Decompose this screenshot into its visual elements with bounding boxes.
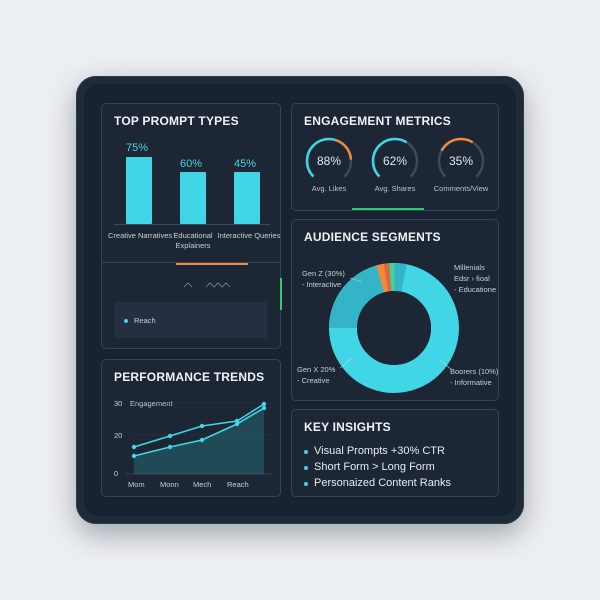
panel-title: KEY INSIGHTS xyxy=(304,420,391,434)
insights-panel: KEY INSIGHTS Visual Prompts +30% CTR Sho… xyxy=(291,409,499,497)
panel-divider xyxy=(102,262,280,263)
gauge-caption: Comments/View xyxy=(433,184,489,193)
scroll-indicator[interactable] xyxy=(280,278,282,310)
x-tick-label: Monn xyxy=(160,480,179,489)
bar-educational-explainers xyxy=(180,172,206,224)
bar-creative-narratives xyxy=(126,157,152,224)
gauge-avg-likes xyxy=(305,137,353,185)
bullet-dot xyxy=(304,482,308,486)
reach-legend-box: Reach xyxy=(114,302,267,338)
segment-leader-lines xyxy=(339,277,453,371)
gauge-value: 35% xyxy=(448,154,474,168)
reach-legend-dot xyxy=(124,319,128,323)
insight-item: Personaized Content Ranks xyxy=(314,477,451,489)
bullet-dot xyxy=(304,450,308,454)
insight-item: Visual Prompts +30% CTR xyxy=(314,445,445,457)
audience-donut-chart xyxy=(329,263,459,393)
dashboard-screen: TOP PROMPT TYPES 75% 60% 45% Creative Na… xyxy=(84,84,516,516)
x-tick-label: Mech xyxy=(193,480,212,489)
segment-label-millennials: Millenials Edsr › fioal - Educatione xyxy=(454,263,497,294)
y-tick-label: 30 xyxy=(114,399,123,408)
orange-indicator xyxy=(176,263,248,265)
bar-percent-label: 60% xyxy=(179,158,203,170)
gauge-caption: Avg. Shares xyxy=(374,184,416,193)
mini-sparkline xyxy=(183,282,231,288)
prompt-types-panel: TOP PROMPT TYPES 75% 60% 45% Creative Na… xyxy=(101,103,282,349)
gauge-caption: Avg. Likes xyxy=(311,184,347,193)
x-tick-label: Mom xyxy=(128,480,145,489)
bar-category-label: Explainers xyxy=(175,241,211,250)
panel-title: PERFORMANCE TRENDS xyxy=(114,370,265,384)
x-tick-label: Reach xyxy=(227,480,249,489)
gauge-value: 88% xyxy=(316,154,342,168)
bar-percent-label: 45% xyxy=(233,158,257,170)
bar-percent-label: 75% xyxy=(125,142,149,154)
bar-interactive-queries xyxy=(234,172,260,224)
segment-label-boomers: Boorers (10%) - Informative xyxy=(450,367,499,387)
segment-label-genx: Gen X 20% - Creative xyxy=(297,365,336,385)
bar-category-label: Creative Narratives xyxy=(108,231,173,240)
bar-category-label: Interactive Queries xyxy=(217,231,281,240)
trends-panel: PERFORMANCE TRENDS 30 20 0 Engagement Mo… xyxy=(101,359,281,497)
bullet-dot xyxy=(304,466,308,470)
gauge-avg-shares xyxy=(371,137,419,185)
audience-panel: AUDIENCE SEGMENTS Gen Z (30%) - Interact… xyxy=(291,219,499,401)
panel-title: AUDIENCE SEGMENTS xyxy=(304,230,441,244)
y-tick-label: 0 xyxy=(114,469,119,478)
y-tick-label: 20 xyxy=(114,431,123,440)
gauge-value: 62% xyxy=(382,154,408,168)
engagement-panel: ENGAGEMENT METRICS 88% Avg. Likes 62% Av… xyxy=(291,103,499,211)
panel-title: ENGAGEMENT METRICS xyxy=(304,114,451,128)
performance-line-chart xyxy=(126,401,272,475)
bar-category-label: Educational xyxy=(173,231,213,240)
insight-item: Short Form > Long Form xyxy=(314,461,435,473)
segment-label-genz: Gen Z (30%) - Interactive xyxy=(302,269,345,289)
gauge-comments-view xyxy=(437,137,485,185)
bar-baseline xyxy=(114,224,270,225)
reach-legend-label: Reach xyxy=(134,316,156,325)
series-label: Engagement xyxy=(130,399,173,408)
dashboard-device: TOP PROMPT TYPES 75% 60% 45% Creative Na… xyxy=(76,76,524,524)
green-indicator xyxy=(352,208,424,210)
panel-title: TOP PROMPT TYPES xyxy=(114,114,239,128)
